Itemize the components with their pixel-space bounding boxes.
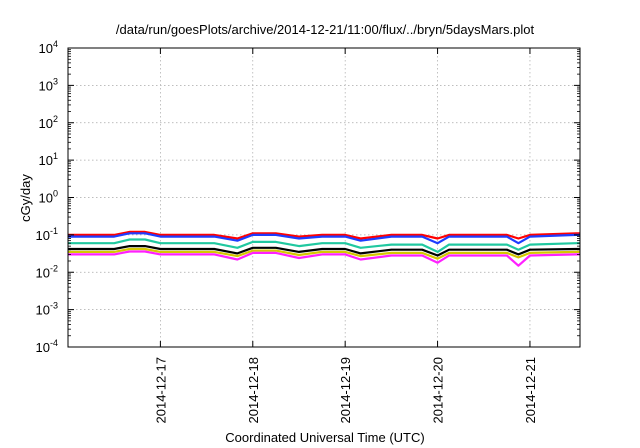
y-tick-label: 10-4 [36, 338, 58, 355]
series-layer [68, 230, 580, 267]
x-tick-label: 2014-12-19 [338, 357, 353, 424]
y-tick-exponent: 0 [53, 189, 58, 199]
y-tick-label: 103 [39, 76, 58, 93]
chart-title: /data/run/goesPlots/archive/2014-12-21/1… [116, 22, 535, 37]
x-tick-label: 2014-12-20 [431, 357, 446, 424]
series-line-3 [68, 238, 580, 253]
x-tick-label: 2014-12-21 [523, 357, 538, 424]
series-line-6 [68, 250, 580, 267]
y-tick-label: 10-3 [36, 301, 58, 318]
y-axis-label: cGy/day [18, 174, 33, 222]
y-tick-label: 100 [39, 189, 58, 206]
x-tick-label: 2014-12-18 [246, 357, 261, 424]
y-tick-label: 104 [39, 39, 58, 56]
series-line-4 [68, 245, 580, 257]
y-tick-label: 101 [39, 151, 58, 168]
y-tick-exponent: 4 [53, 39, 58, 49]
y-tick-label: 102 [39, 114, 58, 131]
x-axis-label: Coordinated Universal Time (UTC) [225, 430, 424, 445]
y-tick-exponent: 3 [53, 76, 58, 86]
y-tick-exponent: 2 [53, 114, 58, 124]
x-axis-ticks: 2014-12-17 2014-12-18 2014-12-19 2014-12-20… [153, 48, 538, 424]
series-line-2 [68, 232, 580, 245]
y-tick-label: 10-2 [36, 263, 58, 280]
x-tick-label: 2014-12-17 [153, 357, 168, 424]
y-tick-exponent: -2 [50, 263, 58, 273]
y-tick-exponent: -3 [50, 301, 58, 311]
y-tick-exponent: 1 [53, 151, 58, 161]
grid [68, 48, 580, 347]
series-line-1 [68, 230, 580, 240]
y-tick-label: 10-1 [36, 226, 58, 243]
y-tick-exponent: -4 [50, 338, 58, 348]
series-line-5 [68, 247, 580, 260]
y-tick-exponent: -1 [50, 226, 58, 236]
